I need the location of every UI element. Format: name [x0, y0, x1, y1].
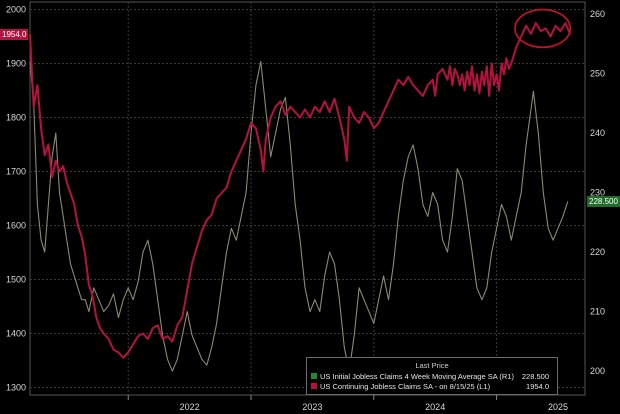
- legend-item-initial-claims: US Initial Jobless Claims 4 Week Moving …: [311, 372, 553, 382]
- legend-label-continuing-claims: US Continuing Jobless Claims SA - on 8/1…: [320, 382, 491, 391]
- left-tick-label: 1900: [6, 59, 26, 69]
- legend-swatch-initial-claims: [311, 373, 317, 379]
- right-tick-label: 210: [590, 307, 605, 317]
- series-group: [29, 22, 572, 372]
- left-tick-label: 1500: [6, 274, 26, 284]
- series-line-continuing-claims: [29, 22, 572, 359]
- x-tick-label: 2023: [302, 402, 322, 412]
- left-tick-label: 1600: [6, 220, 26, 230]
- legend-item-continuing-claims: US Continuing Jobless Claims SA - on 8/1…: [311, 382, 553, 392]
- right-tick-label: 260: [590, 9, 605, 19]
- left-axis: 1300 1400 1500 1600 1700 1800 1900 2000: [6, 5, 26, 393]
- last-value-tag-left: 1954.0: [0, 28, 29, 40]
- legend-swatch-continuing-claims: [311, 383, 317, 389]
- legend-header: Last Price: [415, 361, 449, 370]
- x-tick-label: 2022: [180, 402, 200, 412]
- x-axis: 2022 2023 2024 2025: [127, 395, 568, 412]
- right-tick-label: 220: [590, 247, 605, 257]
- plot-area: [29, 1, 586, 396]
- x-tick-label: 2025: [548, 402, 568, 412]
- legend-value-continuing-claims: 1954.0: [526, 382, 549, 391]
- left-tick-label: 1400: [6, 328, 26, 338]
- left-tick-label: 1700: [6, 167, 26, 177]
- gridlines: [30, 2, 585, 395]
- series-line-initial-claims: [29, 60, 569, 372]
- legend-label-initial-claims: US Initial Jobless Claims 4 Week Moving …: [320, 372, 514, 381]
- highlight-ellipse: [514, 8, 572, 49]
- legend-value-initial-claims: 228.500: [521, 372, 549, 381]
- left-tick-label: 1800: [6, 113, 26, 123]
- last-value-tag-right: 228.500: [587, 195, 620, 207]
- legend: Last Price US Initial Jobless Claims 4 W…: [306, 357, 558, 395]
- left-tick-label: 1300: [6, 382, 26, 392]
- left-tick-label: 2000: [6, 5, 26, 15]
- right-tick-label: 240: [590, 128, 605, 138]
- x-tick-label: 2024: [425, 402, 445, 412]
- right-axis: 200 210 220 230 240 250 260: [590, 9, 605, 376]
- annotation-group: [514, 8, 572, 49]
- right-tick-label: 200: [590, 366, 605, 376]
- right-tick-label: 230: [590, 188, 605, 198]
- right-tick-label: 250: [590, 68, 605, 78]
